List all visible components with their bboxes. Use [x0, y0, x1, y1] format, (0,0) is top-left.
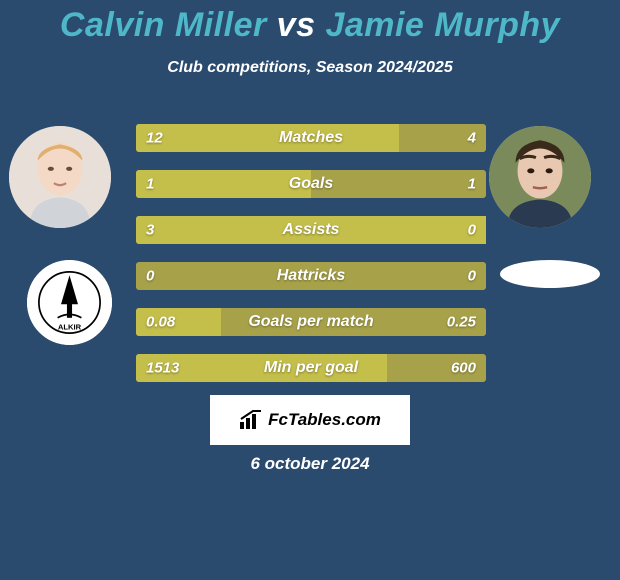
stat-label: Goals: [136, 175, 486, 193]
stat-label: Goals per match: [136, 313, 486, 331]
stat-row: 00Hattricks: [136, 262, 486, 290]
player2-avatar: [489, 126, 591, 228]
stat-row: 1513600Min per goal: [136, 354, 486, 382]
stat-row: 124Matches: [136, 124, 486, 152]
player2-club-logo: [500, 260, 600, 288]
title-vs: vs: [277, 6, 316, 44]
stat-row: 11Goals: [136, 170, 486, 198]
player1-avatar: [9, 126, 111, 228]
svg-text:ALKIR: ALKIR: [58, 323, 82, 332]
comparison-card: Calvin Miller vs Jamie Murphy Club compe…: [0, 0, 620, 580]
chart-icon: [239, 410, 263, 430]
subtitle: Club competitions, Season 2024/2025: [0, 59, 620, 77]
stat-label: Assists: [136, 221, 486, 239]
stats-table: 124Matches 11Goals 30Assists 00Hattricks 0.0…: [136, 124, 486, 400]
stat-label: Min per goal: [136, 359, 486, 377]
stat-label: Matches: [136, 129, 486, 147]
title-player1: Calvin Miller: [60, 6, 267, 44]
page-title: Calvin Miller vs Jamie Murphy: [0, 0, 620, 45]
stat-label: Hattricks: [136, 267, 486, 285]
branding-box: FcTables.com: [210, 395, 410, 445]
player1-club-logo: ALKIR: [27, 260, 112, 345]
branding-text: FcTables.com: [268, 410, 381, 430]
stat-row: 30Assists: [136, 216, 486, 244]
date-label: 6 october 2024: [0, 454, 620, 474]
title-player2: Jamie Murphy: [325, 6, 560, 44]
stat-row: 0.080.25Goals per match: [136, 308, 486, 336]
